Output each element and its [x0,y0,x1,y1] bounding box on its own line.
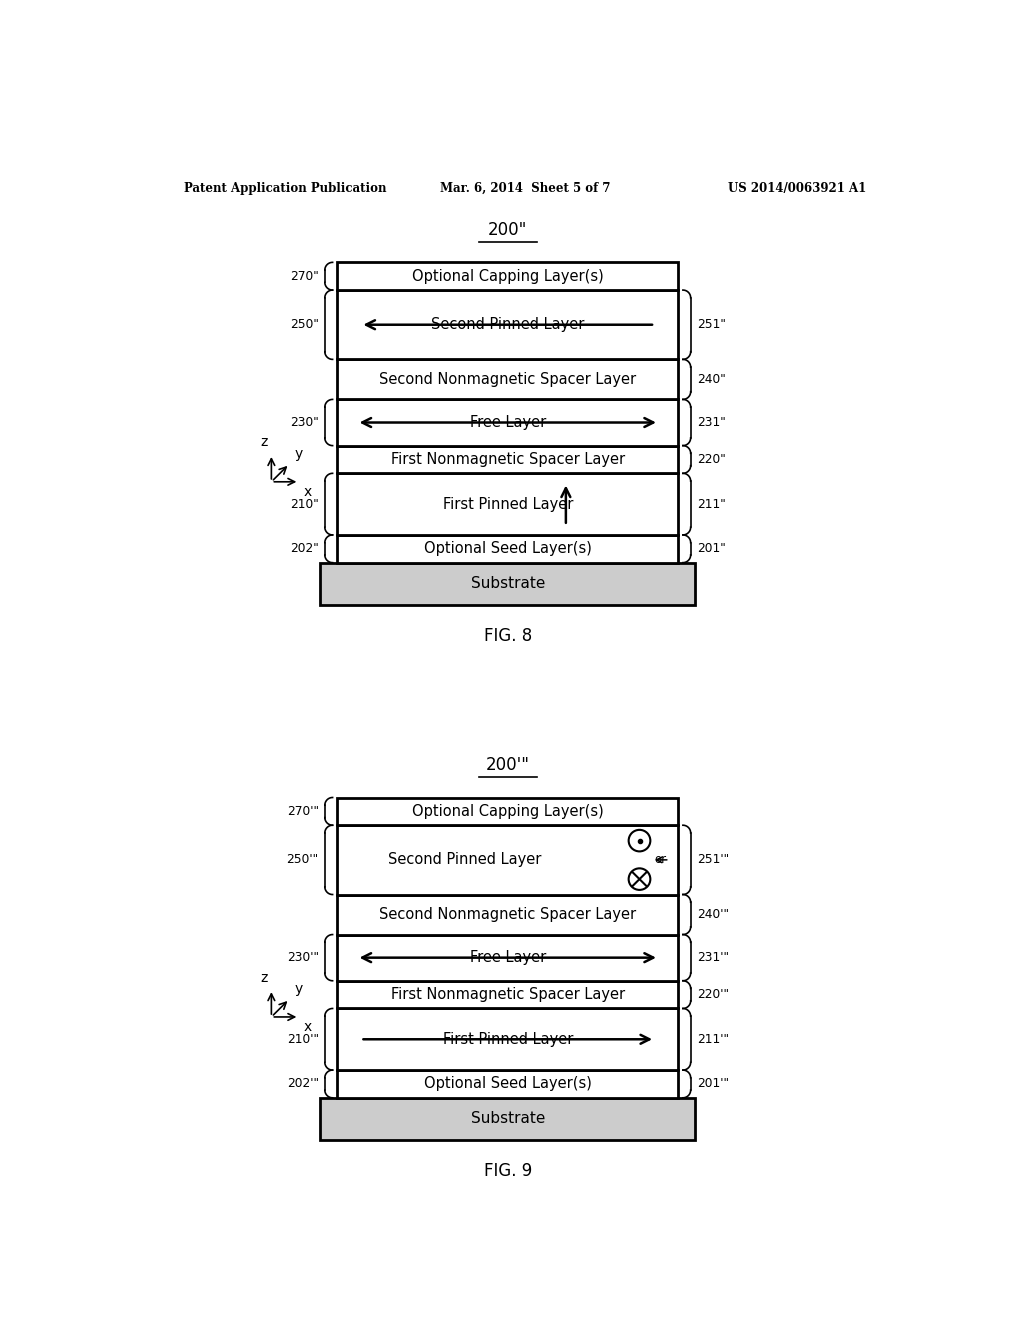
Text: 230'": 230'" [287,952,318,964]
Text: y: y [294,982,302,995]
Bar [337,981,678,1008]
Bar [337,263,678,290]
Text: Optional Seed Layer(s): Optional Seed Layer(s) [424,1076,592,1092]
Text: 240'": 240'" [697,908,729,921]
Bar [337,1008,678,1071]
Text: 200'": 200'" [485,756,529,775]
Text: 220": 220" [697,453,726,466]
Text: 270": 270" [290,269,318,282]
Bar [321,1098,695,1140]
Bar [337,797,678,825]
Text: y: y [294,446,302,461]
Text: 211'": 211'" [697,1032,729,1045]
Text: 231": 231" [697,416,726,429]
Text: z: z [261,970,268,985]
Bar [337,825,678,895]
Text: First Nonmagnetic Spacer Layer: First Nonmagnetic Spacer Layer [391,987,625,1002]
Text: First Pinned Layer: First Pinned Layer [442,1032,573,1047]
Text: 220'": 220'" [697,989,729,1001]
Text: Mar. 6, 2014  Sheet 5 of 7: Mar. 6, 2014 Sheet 5 of 7 [439,182,610,194]
Text: FIG. 8: FIG. 8 [483,627,531,644]
Text: Second Pinned Layer: Second Pinned Layer [431,317,585,333]
Text: 211": 211" [697,498,726,511]
Text: Substrate: Substrate [471,577,545,591]
Text: First Pinned Layer: First Pinned Layer [442,496,573,512]
Text: Free Layer: Free Layer [470,414,546,430]
Text: Second Nonmagnetic Spacer Layer: Second Nonmagnetic Spacer Layer [379,907,636,923]
Text: 202'": 202'" [287,1077,318,1090]
Bar [337,935,678,981]
Bar [337,535,678,562]
Text: FIG. 9: FIG. 9 [483,1162,531,1180]
Bar [337,290,678,359]
Text: Free Layer: Free Layer [470,950,546,965]
Text: 230": 230" [290,416,318,429]
Text: 251": 251" [697,318,726,331]
Text: First Nonmagnetic Spacer Layer: First Nonmagnetic Spacer Layer [391,451,625,467]
Text: Optional Seed Layer(s): Optional Seed Layer(s) [424,541,592,556]
Text: 201": 201" [697,543,726,556]
Bar [337,400,678,446]
Text: Patent Application Publication: Patent Application Publication [183,182,386,194]
Text: 201'": 201'" [697,1077,729,1090]
Text: x: x [304,484,312,499]
Text: or: or [654,853,667,866]
Bar [321,562,695,605]
Bar [337,446,678,474]
Text: x: x [304,1020,312,1034]
Text: Second Pinned Layer: Second Pinned Layer [388,853,542,867]
Bar [337,359,678,400]
Text: Second Nonmagnetic Spacer Layer: Second Nonmagnetic Spacer Layer [379,372,636,387]
Text: 202": 202" [290,543,318,556]
Text: 270'": 270'" [287,805,318,818]
Text: 231'": 231'" [697,952,729,964]
Text: 250'": 250'" [287,853,318,866]
Text: z: z [261,436,268,450]
Bar [337,895,678,935]
Text: Substrate: Substrate [471,1111,545,1126]
Text: 200": 200" [488,222,527,239]
Text: 210'": 210'" [287,1032,318,1045]
Bar [337,474,678,535]
Text: US 2014/0063921 A1: US 2014/0063921 A1 [727,182,866,194]
Text: Optional Capping Layer(s): Optional Capping Layer(s) [412,269,603,284]
Text: 251'": 251'" [697,853,729,866]
Bar [337,1071,678,1098]
Text: 210": 210" [290,498,318,511]
Text: Optional Capping Layer(s): Optional Capping Layer(s) [412,804,603,818]
Text: 250": 250" [290,318,318,331]
Text: 240": 240" [697,372,726,385]
